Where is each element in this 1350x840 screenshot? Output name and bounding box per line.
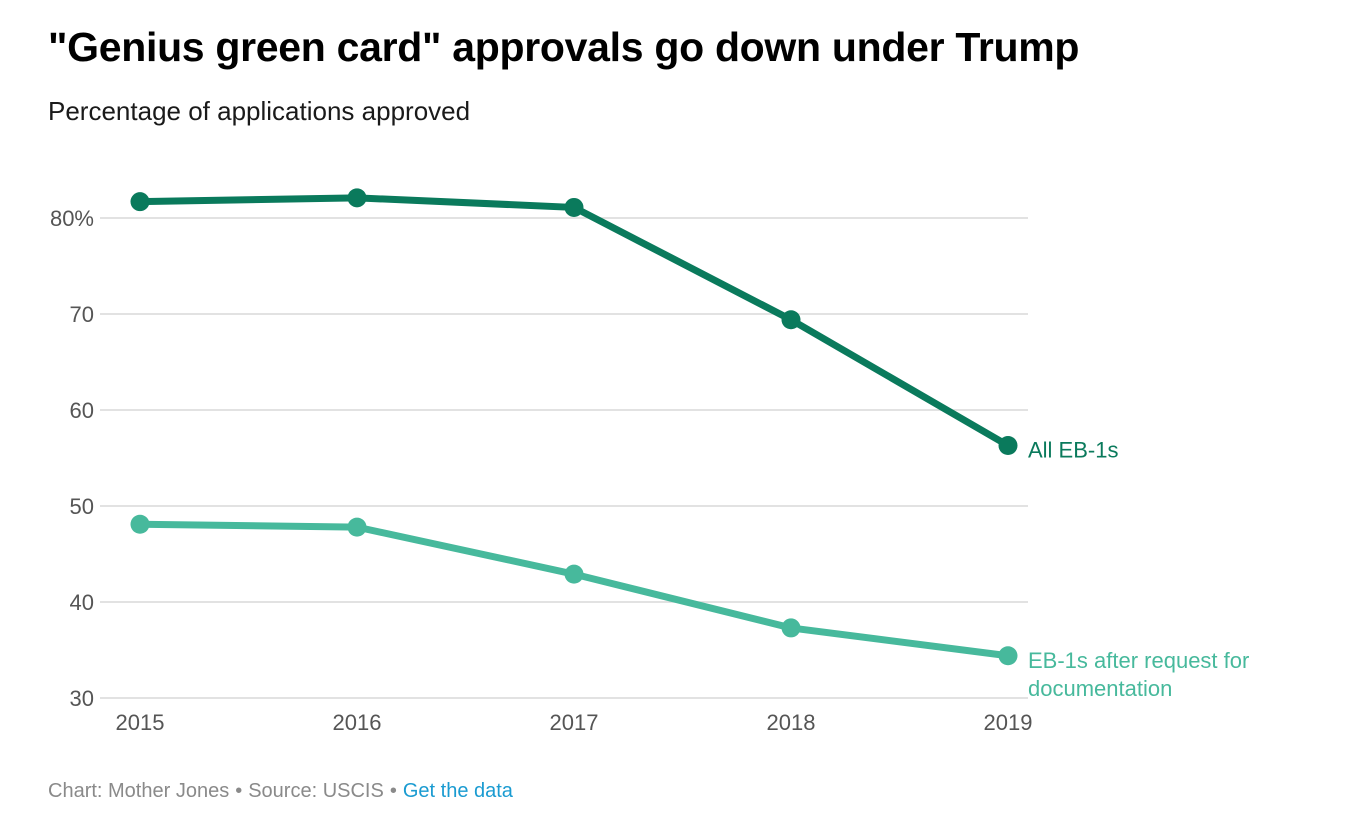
series-1 <box>130 188 1018 456</box>
series-lines <box>130 188 1018 666</box>
y-tick-label: 40 <box>70 590 94 615</box>
y-tick-label: 60 <box>70 398 94 423</box>
y-tick-label: 50 <box>70 494 94 519</box>
y-tick-label: 30 <box>70 686 94 711</box>
x-tick-label: 2018 <box>767 710 816 735</box>
series-label: All EB-1s <box>1028 438 1118 463</box>
series-2 <box>130 514 1018 666</box>
footer-separator: • <box>389 780 397 802</box>
data-point[interactable] <box>130 514 150 534</box>
data-point[interactable] <box>347 517 367 537</box>
chart-subtitle: Percentage of applications approved <box>48 96 471 126</box>
data-point[interactable] <box>564 197 584 217</box>
y-axis-ticks: 30 40 50 60 70 80% <box>50 206 94 711</box>
chart-title: "Genius green card" approvals go down un… <box>48 24 1080 70</box>
y-tick-label: 70 <box>70 302 94 327</box>
data-point[interactable] <box>781 618 801 638</box>
footer-separator: • <box>235 780 243 802</box>
data-point[interactable] <box>998 436 1018 456</box>
series-line <box>136 520 1012 660</box>
chart-footer: Chart: Mother Jones • Source: USCIS • Get th… <box>48 780 513 803</box>
x-axis-ticks: 2015 2016 2017 2018 2019 <box>116 710 1033 735</box>
y-tick-label: 80% <box>50 206 94 231</box>
series-label-line: EB-1s after request for <box>1028 648 1249 673</box>
series-labels: All EB-1s EB-1s after request for document… <box>1028 438 1249 701</box>
data-point[interactable] <box>130 192 150 212</box>
gridlines <box>100 217 1028 699</box>
x-tick-label: 2015 <box>116 710 165 735</box>
x-tick-label: 2016 <box>333 710 382 735</box>
x-tick-label: 2019 <box>984 710 1033 735</box>
x-tick-label: 2017 <box>550 710 599 735</box>
data-point[interactable] <box>781 310 801 330</box>
data-point[interactable] <box>998 646 1018 666</box>
series-label-line: documentation <box>1028 676 1172 701</box>
series-label: EB-1s after request for documentation <box>1028 648 1249 701</box>
data-point[interactable] <box>347 188 367 208</box>
get-the-data-link[interactable]: Get the data <box>402 780 513 802</box>
series-line <box>136 194 1012 450</box>
data-point[interactable] <box>564 564 584 584</box>
line-chart: 30 40 50 60 70 80% 2015 2016 2017 2018 2019 All E… <box>50 188 1249 735</box>
series-label-line: All EB-1s <box>1028 438 1118 463</box>
chart-credit: Chart: Mother Jones <box>48 780 230 802</box>
source-credit: Source: USCIS <box>248 780 384 802</box>
